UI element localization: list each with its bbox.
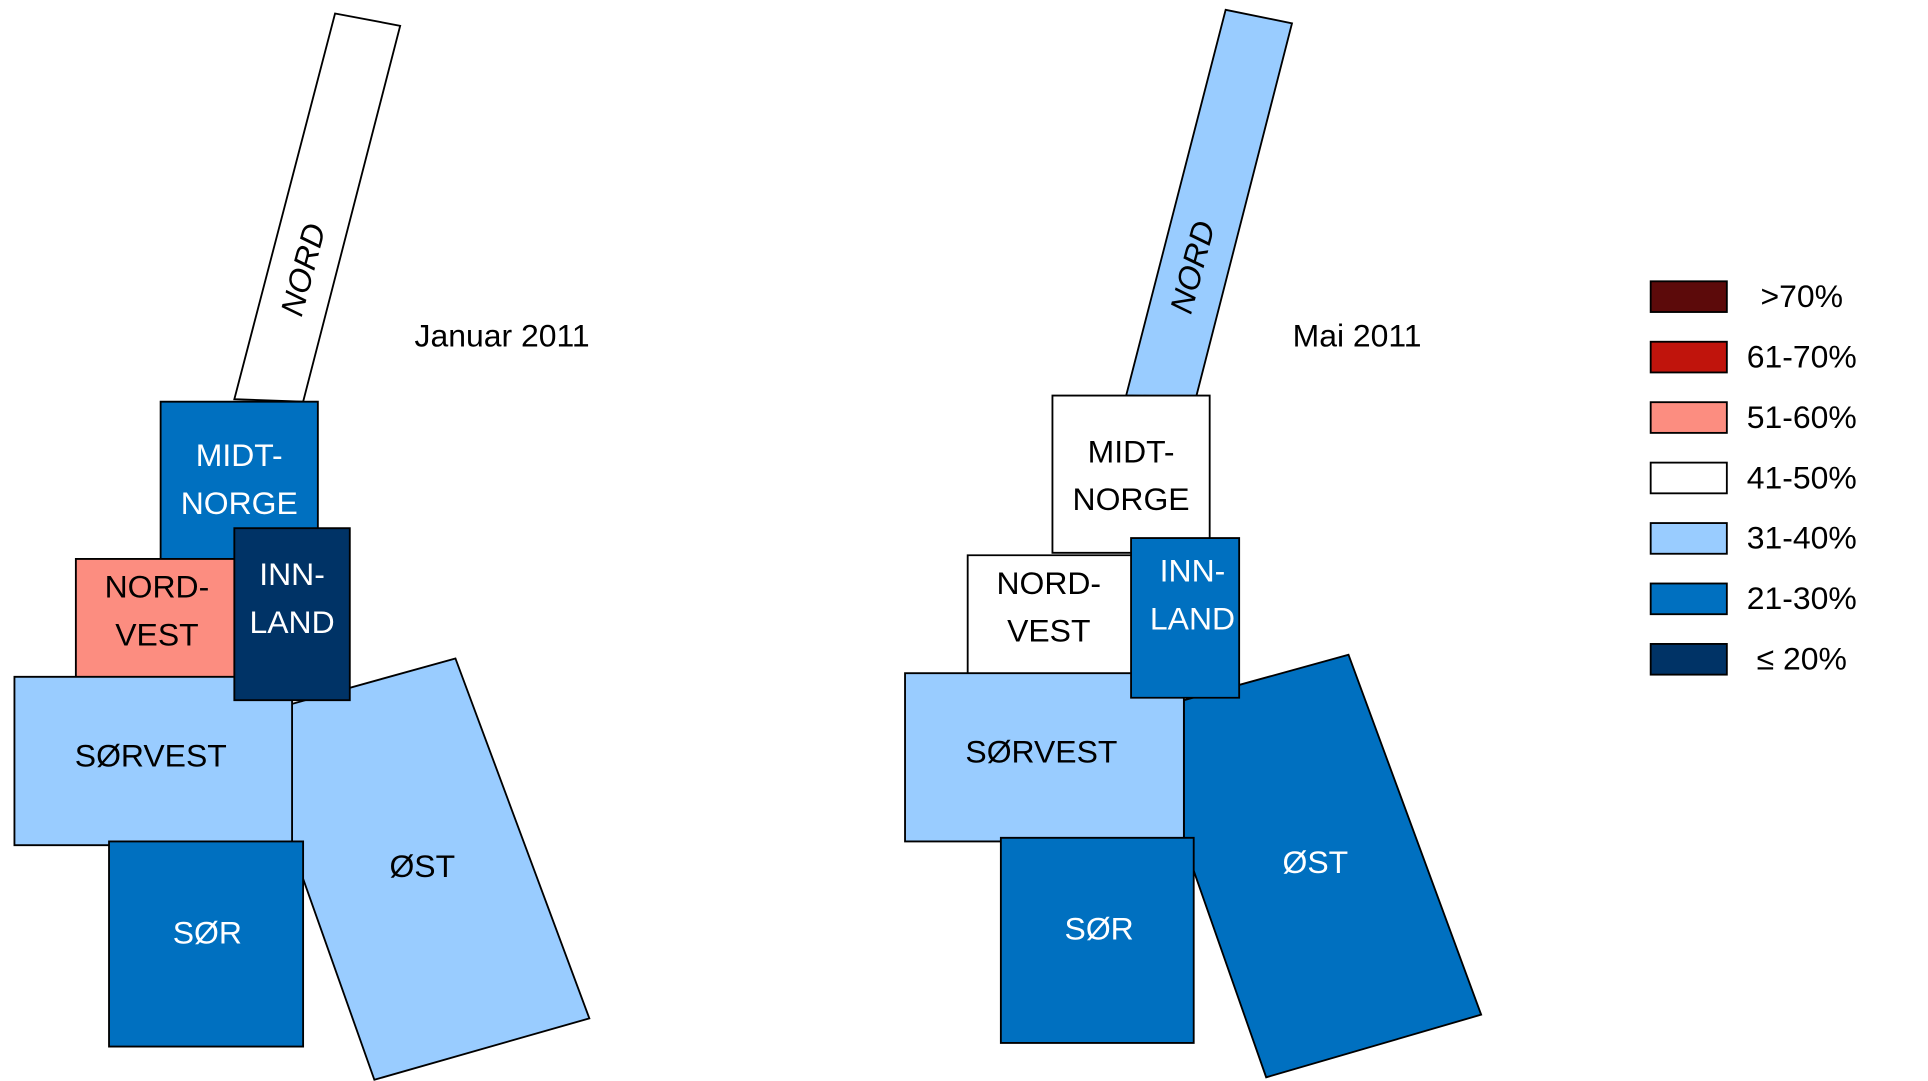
legend-label: >70% <box>1761 278 1844 314</box>
region-label: VEST <box>115 616 198 652</box>
region-label: NORGE <box>181 485 298 521</box>
region <box>999 836 1195 1044</box>
legend-swatch <box>1649 401 1728 434</box>
region-label: NORD- <box>105 568 210 604</box>
legend-label: 31-40% <box>1747 520 1857 556</box>
region-label: INN- <box>259 556 325 592</box>
legend-label: 21-30% <box>1747 580 1857 616</box>
map-title: Mai 2011 <box>1293 317 1422 353</box>
region-label: LAND <box>249 604 334 640</box>
region <box>1124 8 1294 398</box>
region <box>108 840 305 1048</box>
legend-label: 51-60% <box>1747 399 1857 435</box>
region-label: SØR <box>1065 911 1134 947</box>
region <box>233 527 351 702</box>
region-label: SØR <box>173 914 242 950</box>
region-label: NORD- <box>996 565 1101 601</box>
legend-swatch <box>1649 280 1728 313</box>
region-label: INN- <box>1160 552 1226 588</box>
region <box>233 12 402 403</box>
region-label: LAND <box>1150 600 1235 636</box>
region-label: NORGE <box>1073 481 1190 517</box>
region-label: VEST <box>1007 613 1090 649</box>
legend-swatch <box>1649 461 1728 495</box>
map-title: Januar 2011 <box>415 317 590 353</box>
region <box>1051 394 1211 554</box>
legend-swatch <box>1649 340 1728 374</box>
region-label: ØST <box>389 848 455 884</box>
region <box>1130 537 1241 699</box>
legend-label: 41-50% <box>1747 459 1857 495</box>
legend-swatch <box>1649 582 1728 616</box>
region-label: SØRVEST <box>965 734 1117 770</box>
legend-swatch <box>1649 643 1728 676</box>
region-label: SØRVEST <box>75 737 227 773</box>
region-label: MIDT- <box>1088 433 1175 469</box>
legend-swatch <box>1649 522 1728 555</box>
region-label: MIDT- <box>196 437 283 473</box>
region-label: ØST <box>1283 844 1349 880</box>
legend-label: 61-70% <box>1747 338 1857 374</box>
legend-label: ≤ 20% <box>1757 641 1847 677</box>
